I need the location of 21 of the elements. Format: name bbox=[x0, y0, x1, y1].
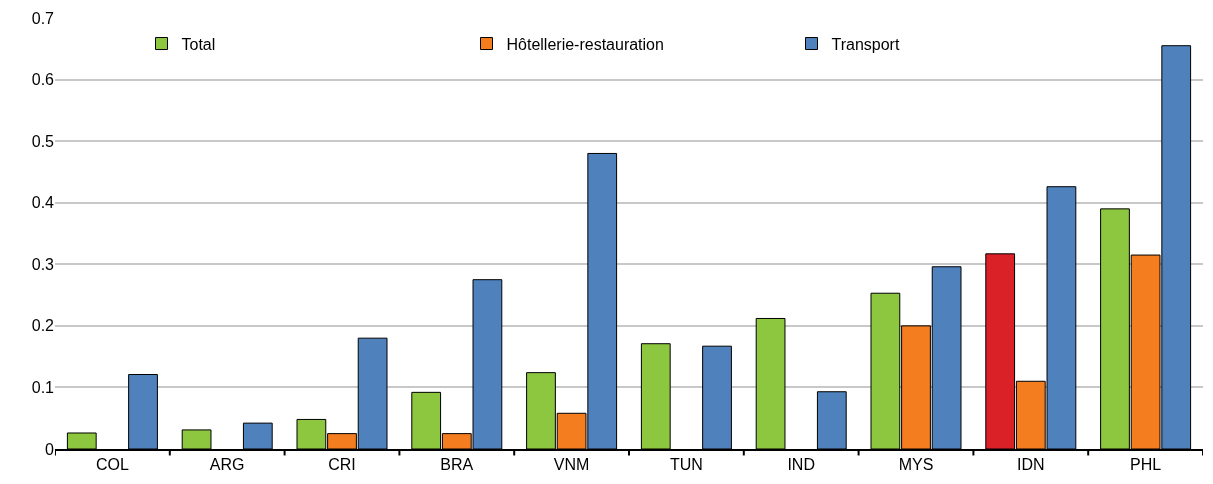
legend-label: Hôtellerie-restauration bbox=[506, 35, 664, 53]
y-tick-label: 0.7 bbox=[31, 9, 55, 27]
x-tick-label: VNM bbox=[553, 456, 590, 474]
x-tick-label: BRA bbox=[440, 456, 474, 474]
legend-label: Total bbox=[181, 35, 216, 53]
y-tick-label: 0.6 bbox=[31, 71, 55, 89]
y-tick-label: 0 bbox=[45, 440, 55, 458]
x-tick-label: CRI bbox=[328, 456, 356, 474]
x-tick-label: ARG bbox=[209, 456, 245, 474]
y-tick-label: 0.5 bbox=[31, 132, 55, 150]
x-tick-label: IDN bbox=[1017, 456, 1045, 474]
y-tick-label: 0.4 bbox=[31, 194, 55, 212]
y-tick-label: 0.2 bbox=[31, 317, 55, 335]
x-tick-label: COL bbox=[95, 456, 129, 474]
y-tick-label: 0.3 bbox=[31, 255, 55, 273]
legend-label: Transport bbox=[831, 35, 900, 53]
x-tick-label: TUN bbox=[669, 456, 703, 474]
x-tick-label: PHL bbox=[1130, 456, 1162, 474]
x-tick-label: MYS bbox=[898, 456, 934, 474]
x-tick-label: IND bbox=[787, 456, 815, 474]
y-tick-label: 0.1 bbox=[31, 379, 55, 397]
